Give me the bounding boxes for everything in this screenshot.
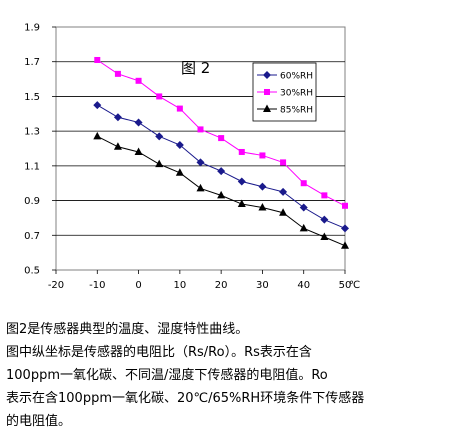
y-tick-label: 1.3 [24, 127, 40, 138]
y-tick-label: 1.5 [24, 92, 40, 103]
legend-label: 60%RH [280, 72, 313, 82]
data-point-square [156, 93, 163, 100]
legend: 60%RH 30%RH 85%RH [252, 62, 317, 122]
data-point-square [197, 126, 204, 133]
data-point-triangle [196, 183, 205, 192]
data-point-square [259, 152, 266, 159]
data-point-diamond [299, 203, 308, 212]
x-tick-label: 10 [173, 280, 186, 291]
y-tick-label: 1.9 [24, 23, 40, 34]
data-point-square [176, 105, 183, 112]
data-point-square [135, 77, 142, 84]
y-tick-label: 1.7 [24, 57, 40, 68]
data-point-square [94, 56, 101, 63]
caption-line: 表示在含100ppm一氧化碳、20℃/65%RH环境条件下传感器 [6, 391, 365, 406]
data-point-diamond [93, 101, 102, 110]
data-point-triangle [237, 199, 246, 208]
x-axis-unit: ℃ [349, 280, 360, 291]
data-point-square [280, 159, 287, 166]
series-layer [93, 56, 349, 249]
data-point-square [321, 192, 328, 199]
data-point-square [218, 135, 225, 142]
data-point-diamond [113, 113, 122, 122]
x-tick-label: 20 [215, 280, 228, 291]
caption-line: 100ppm一氧化碳、不同温/湿度下传感器的电阻值。Ro [6, 368, 328, 383]
data-point-diamond [341, 224, 349, 233]
caption-line: 图中纵坐标是传感器的电阻比（Rs/Ro）。Rs表示在含 [6, 345, 312, 360]
data-point-square [264, 89, 270, 95]
caption-line: 的电阻值。 [6, 414, 72, 429]
series-60%RH [93, 101, 349, 233]
data-point-square [238, 148, 245, 155]
y-tick-label: 1.1 [24, 161, 40, 172]
x-tick-label: 30 [256, 280, 269, 291]
sensor-characteristic-chart: 0.5 0.7 0.9 1.1 1.3 1.5 1.7 1.9 -20 -10 0 10 20 30 40 5… [24, 22, 361, 292]
data-point-diamond [237, 177, 246, 186]
data-point-square [300, 180, 307, 187]
data-point-triangle [299, 223, 308, 232]
data-point-triangle [175, 168, 184, 176]
legend-label: 85%RH [280, 106, 313, 116]
legend-label: 30%RH [280, 89, 313, 99]
series-85%RH [93, 131, 349, 249]
data-point-diamond [258, 182, 267, 191]
caption-line: 图2是传感器典型的温度、湿度特性曲线。 [6, 322, 249, 337]
data-point-diamond [196, 158, 205, 167]
x-tick-label: -20 [48, 280, 64, 291]
y-tick-label: 0.5 [24, 266, 40, 277]
data-point-square [342, 202, 348, 209]
data-point-triangle [113, 142, 122, 150]
data-point-triangle [279, 208, 288, 216]
data-point-diamond [175, 141, 184, 150]
data-point-square [114, 70, 121, 77]
data-point-diamond [320, 215, 329, 224]
tick-labels: 0.5 0.7 0.9 1.1 1.3 1.5 1.7 1.9 -20 -10 0 10 20 30 40 5… [24, 23, 351, 292]
data-point-triangle [93, 131, 102, 140]
data-point-triangle [258, 203, 267, 211]
y-tick-label: 0.7 [24, 231, 40, 242]
data-point-diamond [155, 132, 164, 141]
data-point-diamond [263, 71, 271, 79]
series-30%RH [94, 56, 348, 209]
data-point-triangle [341, 241, 349, 249]
chart-title: 图 2 [181, 59, 210, 77]
data-point-triangle [263, 104, 271, 112]
x-tick-label: -10 [89, 280, 105, 291]
description-caption: 图2是传感器典型的温度、湿度特性曲线。 图中纵坐标是传感器的电阻比（Rs/Ro）… [6, 318, 444, 433]
data-point-triangle [320, 232, 329, 241]
x-tick-label: 50 [339, 280, 352, 291]
x-tick-label: 0 [135, 280, 141, 291]
data-point-triangle [217, 190, 226, 199]
data-point-diamond [279, 187, 288, 196]
y-tick-label: 0.9 [24, 196, 40, 207]
data-point-triangle [155, 159, 164, 168]
data-point-diamond [134, 118, 143, 127]
data-point-diamond [217, 167, 226, 176]
x-tick-label: 40 [297, 280, 310, 291]
data-point-triangle [134, 147, 143, 155]
